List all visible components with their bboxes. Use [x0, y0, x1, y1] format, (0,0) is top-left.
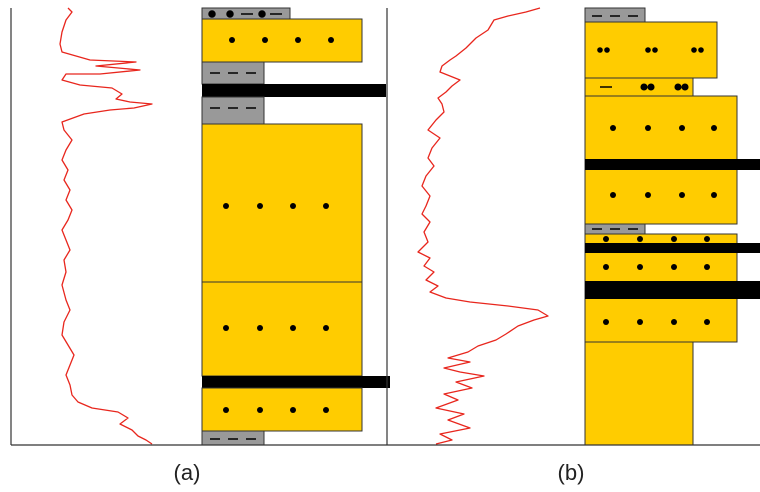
sandstone-dot-pattern	[223, 325, 329, 331]
well-log-curve-a	[59, 7, 153, 445]
sandstone-dot-pattern	[229, 37, 334, 43]
coal-seam	[202, 84, 386, 97]
panel-a-caption: (a)	[173, 460, 201, 485]
well-log-curve-b	[417, 7, 549, 445]
mudstone-layer	[201, 430, 265, 446]
sandstone-layer	[201, 123, 363, 283]
silty-sand-pattern	[600, 83, 689, 91]
conglomerate-double-dot-pattern	[597, 47, 704, 53]
coal-seam	[585, 159, 760, 170]
figure-frame	[10, 8, 760, 446]
panel-a	[59, 7, 390, 446]
sandstone-dot-pattern	[603, 236, 710, 325]
lithology-column-b	[584, 7, 760, 446]
coal-seam	[585, 243, 760, 253]
panel-b-caption: (b)	[557, 460, 585, 485]
sandstone-layer	[201, 18, 363, 63]
silty-mud-symbol	[208, 10, 282, 18]
coal-seam	[585, 281, 760, 299]
mudstone-layer	[584, 7, 646, 23]
coal-seam	[202, 376, 390, 388]
sandstone-dot-pattern	[223, 203, 329, 209]
sandstone-layer	[584, 341, 694, 446]
sandstone-dot-pattern	[610, 125, 717, 198]
mudstone-layer	[201, 96, 265, 125]
panel-b	[417, 7, 760, 446]
sandstone-dot-pattern	[223, 407, 329, 413]
lithology-column-a	[201, 7, 390, 446]
